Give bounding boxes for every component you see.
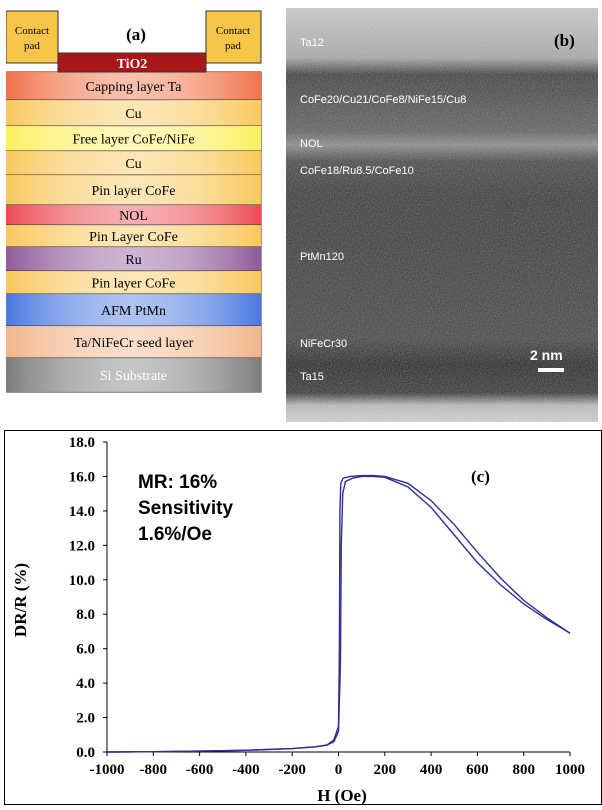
scale-bar-label: 2 nm (530, 347, 563, 363)
layer-8-sheen (6, 271, 261, 294)
x-tick-label: 600 (466, 762, 489, 778)
scale-bar (538, 368, 564, 372)
x-tick-label: -1000 (90, 762, 125, 778)
chart-frame (4, 430, 602, 805)
y-tick-label: 8.0 (76, 607, 95, 623)
layer-10-label: Ta/NiFeCr seed layer (74, 336, 194, 351)
x-tick-label: -800 (140, 762, 168, 778)
y-tick-label: 10.0 (69, 573, 95, 589)
layer-11-label: Si Substrate (100, 369, 167, 384)
layer-11-sheen (6, 358, 261, 392)
tem-label-ptmn: PtMn120 (300, 251, 344, 263)
panel-c-label: (c) (471, 467, 490, 486)
layer-1-sheen (6, 100, 261, 126)
tem-label-nol: NOL (300, 138, 323, 150)
x-tick-label: 800 (512, 762, 535, 778)
contact-pad-left-line1: Contact (15, 25, 49, 37)
layer-8-label: Pin layer CoFe (92, 277, 176, 292)
y-tick-label: 6.0 (76, 642, 95, 658)
layer-9-sheen (6, 294, 261, 326)
x-tick-label: -600 (186, 762, 214, 778)
layer-3-sheen (6, 151, 261, 175)
layer-1-label: Cu (125, 107, 141, 122)
layer-2-sheen (6, 126, 261, 151)
chart-tick-labels: 0.0 2.0 4.0 6.0 8.0 10.0 12.0 14.0 16.0 18.0 -1000… (69, 435, 585, 778)
y-tick-label: 12.0 (69, 538, 95, 554)
tio2-layer (57, 52, 207, 73)
mr-chart-svg: 0.0 2.0 4.0 6.0 8.0 10.0 12.0 14.0 16.0 18.0 -1000… (4, 430, 602, 805)
tem-image-svg: Ta12 CoFe20/Cu21/CoFe8/NiFe15/Cu8 NOL Co… (286, 8, 598, 422)
tem-label-ta15: Ta15 (300, 371, 324, 383)
annotation-mr: MR: 16% (138, 472, 217, 493)
layer-stack: Capping layer Ta Cu Free layer CoFe/NiFe Cu… (5, 71, 262, 393)
layer-4-sheen (6, 175, 261, 205)
contact-pad-right-line2: pad (225, 40, 241, 52)
contact-pad-right-line1: Contact (216, 25, 250, 37)
layer-5-sheen (6, 205, 261, 225)
layer-10-sheen (6, 326, 261, 358)
tem-grain (286, 8, 598, 422)
x-tick-label: 400 (420, 762, 443, 778)
tio2-label: TiO2 (117, 57, 148, 72)
layer-3-label: Cu (125, 157, 141, 172)
layer-0-label: Capping layer Ta (86, 80, 183, 95)
layer-5-label: NOL (119, 209, 148, 224)
layer-stack-diagram: Capping layer Ta Cu Free layer CoFe/NiFe Cu… (5, 8, 264, 422)
layer-6-label: Pin Layer CoFe (89, 230, 178, 245)
y-tick-label: 0.0 (76, 745, 95, 761)
y-tick-label: 14.0 (69, 504, 95, 520)
y-tick-label: 18.0 (69, 435, 95, 451)
x-tick-label: -400 (232, 762, 260, 778)
y-tick-label: 2.0 (76, 711, 95, 727)
tem-label-ta12: Ta12 (300, 37, 324, 49)
layer-0-sheen (6, 72, 261, 100)
panel-a-label: (a) (126, 25, 146, 44)
x-tick-label: 200 (374, 762, 397, 778)
chart-series (106, 474, 571, 753)
contact-pad-left-line2: pad (24, 40, 40, 52)
annotation-sensitivity-label: Sensitivity (138, 498, 233, 519)
layer-6-sheen (6, 225, 261, 247)
x-tick-label: 0 (335, 762, 343, 778)
layer-2-label: Free layer CoFe/NiFe (72, 133, 194, 148)
layer-7-sheen (6, 247, 261, 271)
layer-9-label: AFM PtMn (101, 304, 166, 319)
panel-b-label: (b) (554, 31, 575, 50)
tem-label-nifecr: NiFeCr30 (300, 338, 347, 350)
layer-4-label: Pin layer CoFe (92, 184, 176, 199)
tem-label-spacer-stack: CoFe20/Cu21/CoFe8/NiFe15/Cu8 (300, 94, 466, 106)
mr-curve-chart: 0.0 2.0 4.0 6.0 8.0 10.0 12.0 14.0 16.0 18.0 -1000… (4, 430, 602, 805)
x-tick-label: -200 (278, 762, 306, 778)
tem-label-pinned-stack: CoFe18/Ru8.5/CoFe10 (300, 165, 414, 177)
contact-pad-left (5, 10, 59, 64)
y-tick-label: 16.0 (69, 469, 95, 485)
y-tick-label: 4.0 (76, 676, 95, 692)
y-axis-label: DR/R (%) (11, 563, 30, 637)
tem-image: Ta12 CoFe20/Cu21/CoFe8/NiFe15/Cu8 NOL Co… (286, 8, 598, 422)
layer-stack-svg: Capping layer Ta Cu Free layer CoFe/NiFe Cu… (5, 8, 264, 422)
mr-curve-sweep-down (106, 474, 571, 753)
contact-pad-right (205, 10, 262, 64)
x-axis-label: H (Oe) (317, 786, 367, 805)
annotation-sensitivity-value: 1.6%/Oe (138, 524, 212, 545)
layer-7-label: Ru (125, 253, 141, 268)
x-tick-label: 1000 (555, 762, 585, 778)
